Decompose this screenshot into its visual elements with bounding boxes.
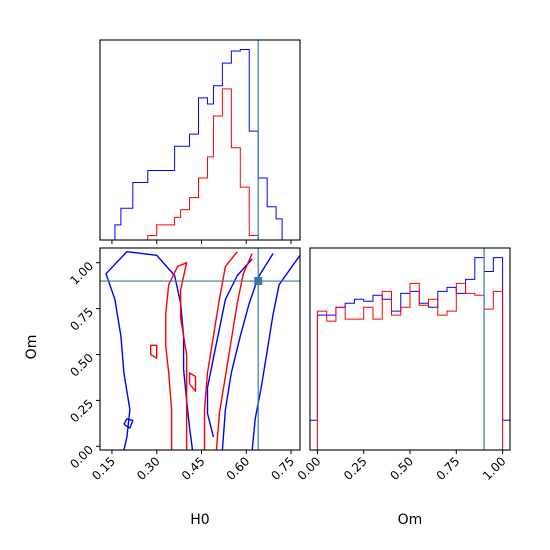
x-axis-label-H0: H0 — [190, 512, 209, 528]
histogram-Om-series-1 — [310, 282, 510, 451]
contour-line-series-1-5 — [164, 262, 188, 450]
contour-line-series-1-6 — [203, 251, 238, 450]
y-axis-label-Om: Om — [24, 335, 40, 360]
histogram-H0-panel — [99, 39, 301, 244]
contour-line-series-1-7 — [215, 253, 253, 450]
contour-lines — [105, 250, 300, 450]
histogram-H0-series-0 — [100, 49, 300, 241]
x-axis-label-Om: Om — [398, 512, 423, 528]
contour-line-series-0-3 — [206, 258, 253, 438]
contour-line-series-0-1 — [251, 254, 300, 450]
histogram-H0-frame — [99, 39, 301, 241]
histogram-Om-frame — [309, 247, 511, 451]
truth-marker — [254, 277, 263, 286]
contour-line-series-1-9 — [188, 372, 197, 392]
contour-line-series-0-4 — [123, 418, 134, 429]
contour-line-series-0-0 — [105, 250, 194, 450]
contour-frame — [99, 247, 301, 451]
contour-line-series-1-8 — [149, 344, 158, 359]
